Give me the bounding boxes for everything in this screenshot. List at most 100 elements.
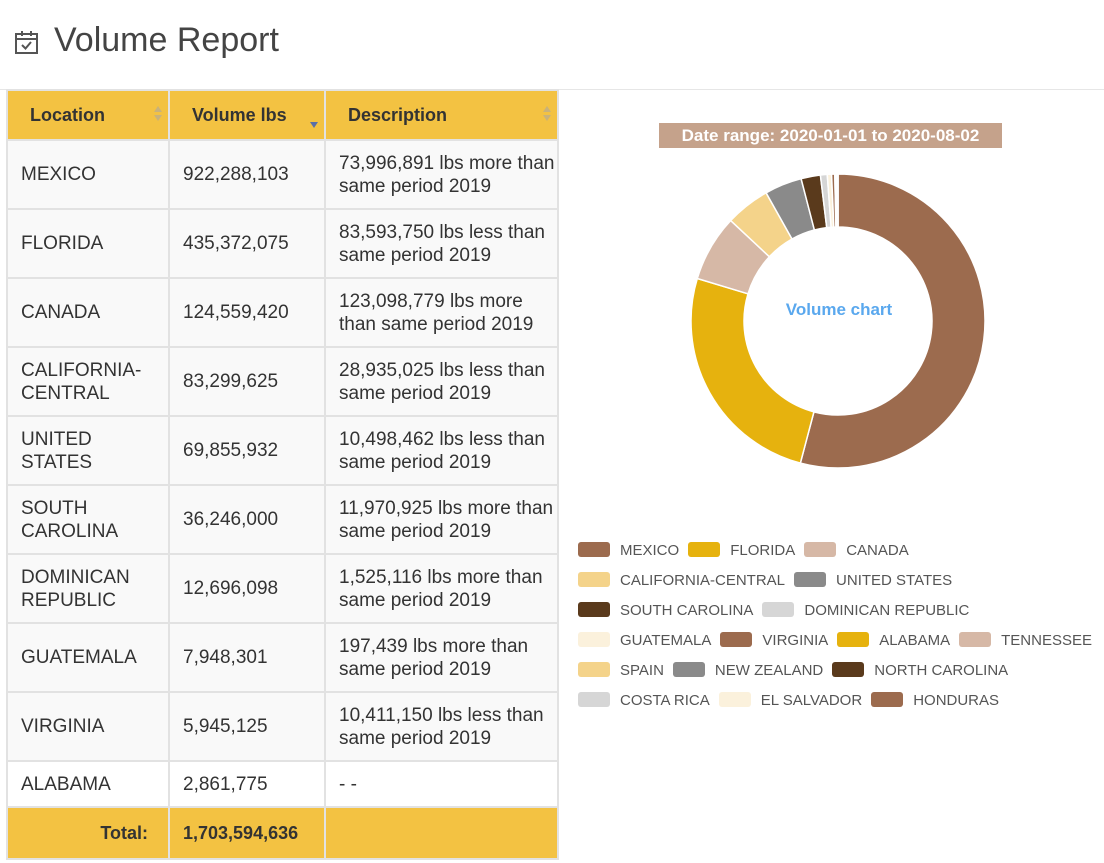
total-value: 1,703,594,636 <box>168 806 326 860</box>
legend-item[interactable]: DOMINICAN REPUBLIC <box>762 596 969 626</box>
legend-label: COSTA RICA <box>620 692 710 709</box>
table-row: MEXICO 922,288,103 73,996,891 lbs more t… <box>6 139 559 210</box>
legend-item[interactable]: VIRGINIA <box>720 626 828 656</box>
chart-center-label: Volume chart <box>785 300 893 319</box>
sort-icon <box>543 106 551 124</box>
column-label: Description <box>348 104 448 125</box>
legend-swatch <box>718 692 751 708</box>
legend-item[interactable]: CANADA <box>804 536 909 566</box>
legend-label: SOUTH CAROLINA <box>620 602 754 619</box>
table-header-row: Location Volume lbs Description <box>6 89 559 141</box>
legend-swatch <box>578 692 610 708</box>
table-row: UNITED STATES 69,855,932 10,498,462 lbs … <box>6 415 559 486</box>
sort-icon <box>154 106 162 124</box>
legend-swatch <box>578 572 610 588</box>
legend-label: CALIFORNIA-CENTRAL <box>620 572 786 589</box>
legend-label: NORTH CAROLINA <box>874 662 1009 679</box>
description-cell: 10,498,462 lbs less than same period 201… <box>324 415 559 486</box>
table-row: CANADA 124,559,420 123,098,779 lbs more … <box>6 277 559 348</box>
page-title: Volume Report <box>54 21 279 59</box>
legend-row: GUATEMALA VIRGINIA ALABAMA TENNESSEE <box>578 626 1104 656</box>
legend-swatch <box>832 662 865 678</box>
volume-cell: 83,299,625 <box>168 346 326 417</box>
table-row: SOUTH CAROLINA 36,246,000 11,970,925 lbs… <box>6 484 559 555</box>
table-row: GUATEMALA 7,948,301 197,439 lbs more tha… <box>6 622 559 693</box>
legend-swatch <box>804 542 837 558</box>
volume-cell: 5,945,125 <box>168 691 326 762</box>
legend-item[interactable]: GUATEMALA <box>578 626 711 656</box>
table-footer-row: Total: 1,703,594,636 <box>6 806 559 860</box>
legend-label: DOMINICAN REPUBLIC <box>804 602 970 619</box>
legend-row: SPAIN NEW ZEALAND NORTH CAROLINA <box>578 656 1104 686</box>
location-cell: VIRGINIA <box>6 691 170 762</box>
legend-item[interactable]: TENNESSEE <box>959 626 1092 656</box>
description-cell: 28,935,025 lbs less than same period 201… <box>324 346 559 417</box>
legend-swatch <box>871 692 904 708</box>
legend-item[interactable]: UNITED STATES <box>794 566 952 596</box>
legend-label: NEW ZEALAND <box>714 662 824 679</box>
legend-item[interactable]: HONDURAS <box>871 686 999 716</box>
location-cell: CALIFORNIA-CENTRAL <box>6 346 170 417</box>
volume-cell: 36,246,000 <box>168 484 326 555</box>
legend-label: TENNESSEE <box>1001 632 1092 649</box>
table-row: DOMINICAN REPUBLIC 12,696,098 1,525,116 … <box>6 553 559 624</box>
legend-swatch <box>720 632 753 648</box>
legend-row: COSTA RICA EL SALVADOR HONDURAS <box>578 686 1104 716</box>
legend-item[interactable]: ALABAMA <box>837 626 950 656</box>
legend-item[interactable]: NEW ZEALAND <box>672 656 824 686</box>
legend-item[interactable]: FLORIDA <box>688 536 795 566</box>
legend-swatch <box>578 542 610 558</box>
donut-slice-florida[interactable] <box>690 277 815 465</box>
legend-label: CANADA <box>846 542 909 559</box>
legend-item[interactable]: CALIFORNIA-CENTRAL <box>578 566 785 596</box>
description-cell: 73,996,891 lbs more than same period 201… <box>324 139 559 210</box>
legend-item[interactable]: COSTA RICA <box>578 686 710 716</box>
legend-swatch <box>762 602 795 618</box>
legend-swatch <box>959 632 992 648</box>
legend-item[interactable]: EL SALVADOR <box>718 686 863 716</box>
location-cell: MEXICO <box>6 139 170 210</box>
volume-cell: 7,948,301 <box>168 622 326 693</box>
sort-desc-icon <box>310 113 318 131</box>
legend-item[interactable]: SOUTH CAROLINA <box>578 596 753 626</box>
donut-slice-mexico[interactable] <box>799 173 986 469</box>
column-header-volume[interactable]: Volume lbs <box>168 89 326 141</box>
description-cell: 83,593,750 lbs less than same period 201… <box>324 208 559 279</box>
legend-item[interactable]: NORTH CAROLINA <box>832 656 1008 686</box>
column-label: Volume lbs <box>192 104 287 125</box>
location-cell: CANADA <box>6 277 170 348</box>
location-cell: DOMINICAN REPUBLIC <box>6 553 170 624</box>
volume-donut-chart <box>690 173 986 469</box>
legend-label: HONDURAS <box>913 692 1000 709</box>
volume-table: Location Volume lbs Description MEXICO 9… <box>6 89 559 860</box>
legend-row: SOUTH CAROLINA DOMINICAN REPUBLIC <box>578 596 1104 626</box>
location-cell: UNITED STATES <box>6 415 170 486</box>
legend-swatch <box>578 662 610 678</box>
calendar-check-icon <box>15 31 38 54</box>
legend-label: ALABAMA <box>879 632 951 649</box>
legend-row: CALIFORNIA-CENTRAL UNITED STATES <box>578 566 1104 596</box>
location-cell: GUATEMALA <box>6 622 170 693</box>
volume-cell: 124,559,420 <box>168 277 326 348</box>
table-row: FLORIDA 435,372,075 83,593,750 lbs less … <box>6 208 559 279</box>
volume-cell: 2,861,775 <box>168 760 326 808</box>
volume-cell: 69,855,932 <box>168 415 326 486</box>
legend-swatch <box>578 602 610 618</box>
description-cell: 10,411,150 lbs less than same period 201… <box>324 691 559 762</box>
legend-label: UNITED STATES <box>836 572 953 589</box>
legend-swatch <box>794 572 827 588</box>
legend-label: SPAIN <box>620 662 664 679</box>
location-cell: ALABAMA <box>6 760 170 808</box>
legend-swatch <box>672 662 705 678</box>
legend-swatch <box>578 632 610 648</box>
column-header-description[interactable]: Description <box>324 89 559 141</box>
chart-legend: MEXICO FLORIDA CANADA CALIFORNIA-CENTRAL UNI… <box>578 536 1104 716</box>
volume-cell: 12,696,098 <box>168 553 326 624</box>
description-cell: 1,525,116 lbs more than same period 2019 <box>324 553 559 624</box>
legend-item[interactable]: MEXICO <box>578 536 679 566</box>
legend-item[interactable]: SPAIN <box>578 656 664 686</box>
column-header-location[interactable]: Location <box>6 89 170 141</box>
description-cell: 123,098,779 lbs more than same period 20… <box>324 277 559 348</box>
legend-label: EL SALVADOR <box>760 692 863 709</box>
description-cell: - - <box>324 760 559 808</box>
